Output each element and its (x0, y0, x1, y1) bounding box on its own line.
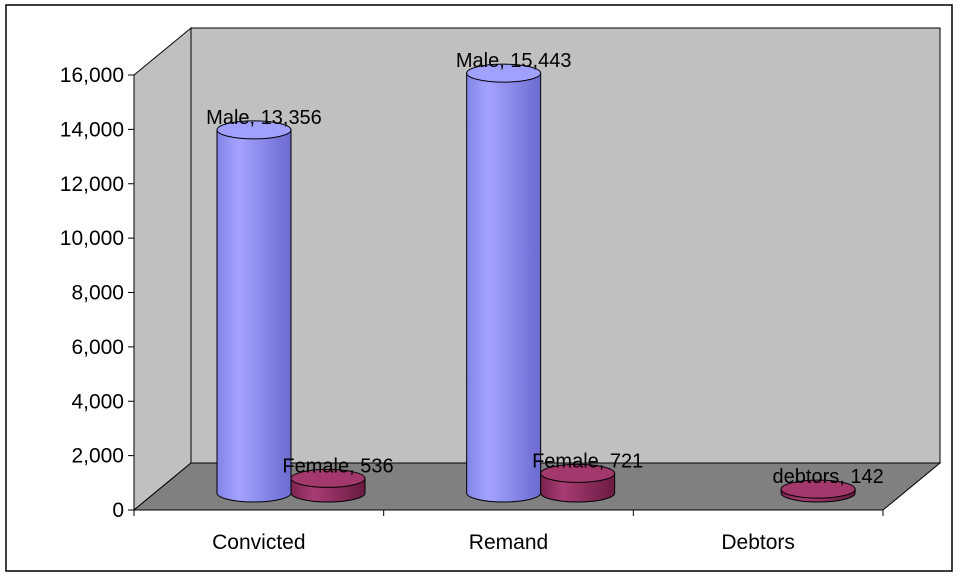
y-axis-ticks: 0 2,000 4,000 6,000 8,000 10,000 12,000 14,000 1… (60, 64, 134, 522)
y-tick-label: 0 (112, 499, 124, 522)
x-axis-ticks: Convicted Remand Debtors (133, 510, 884, 554)
bars (216, 63, 856, 503)
bar-debtors-debtors (780, 479, 856, 503)
side-wall (133, 26, 192, 512)
y-tick-label: 8,000 (71, 282, 124, 305)
y-tick-label: 14,000 (60, 118, 124, 141)
bar-female-remand (540, 463, 616, 503)
x-tick-label: Convicted (212, 531, 305, 554)
bar-top (290, 468, 366, 488)
y-tick-label: 4,000 (71, 390, 124, 413)
y-tick-label: 2,000 (71, 445, 124, 468)
y-tick-label: 16,000 (60, 64, 124, 87)
y-tick-label: 10,000 (60, 227, 124, 250)
bar-male-remand (466, 63, 542, 503)
x-tick-label: Debtors (721, 531, 795, 554)
data-label: debtors, 142 (773, 466, 884, 488)
x-tick-label: Remand (469, 531, 548, 554)
bar-male-convicted (216, 120, 292, 503)
y-tick-label: 6,000 (71, 336, 124, 359)
bar-top (466, 63, 542, 83)
bar-body (216, 129, 292, 503)
back-wall (190, 27, 941, 464)
bar-top (540, 463, 616, 483)
data-label: Male, 13,356 (206, 107, 322, 129)
data-label: Female, 536 (282, 455, 393, 477)
bar-body (466, 72, 542, 503)
bar-female-convicted (290, 468, 366, 503)
bar-top (780, 479, 856, 499)
data-label: Female, 721 (532, 450, 643, 472)
bar-top (216, 120, 292, 140)
data-labels: Male, 13,356 Female, 536 Male, 15,443 Femal… (206, 50, 884, 488)
data-label: Male, 15,443 (456, 50, 572, 72)
y-tick-label: 12,000 (60, 173, 124, 196)
